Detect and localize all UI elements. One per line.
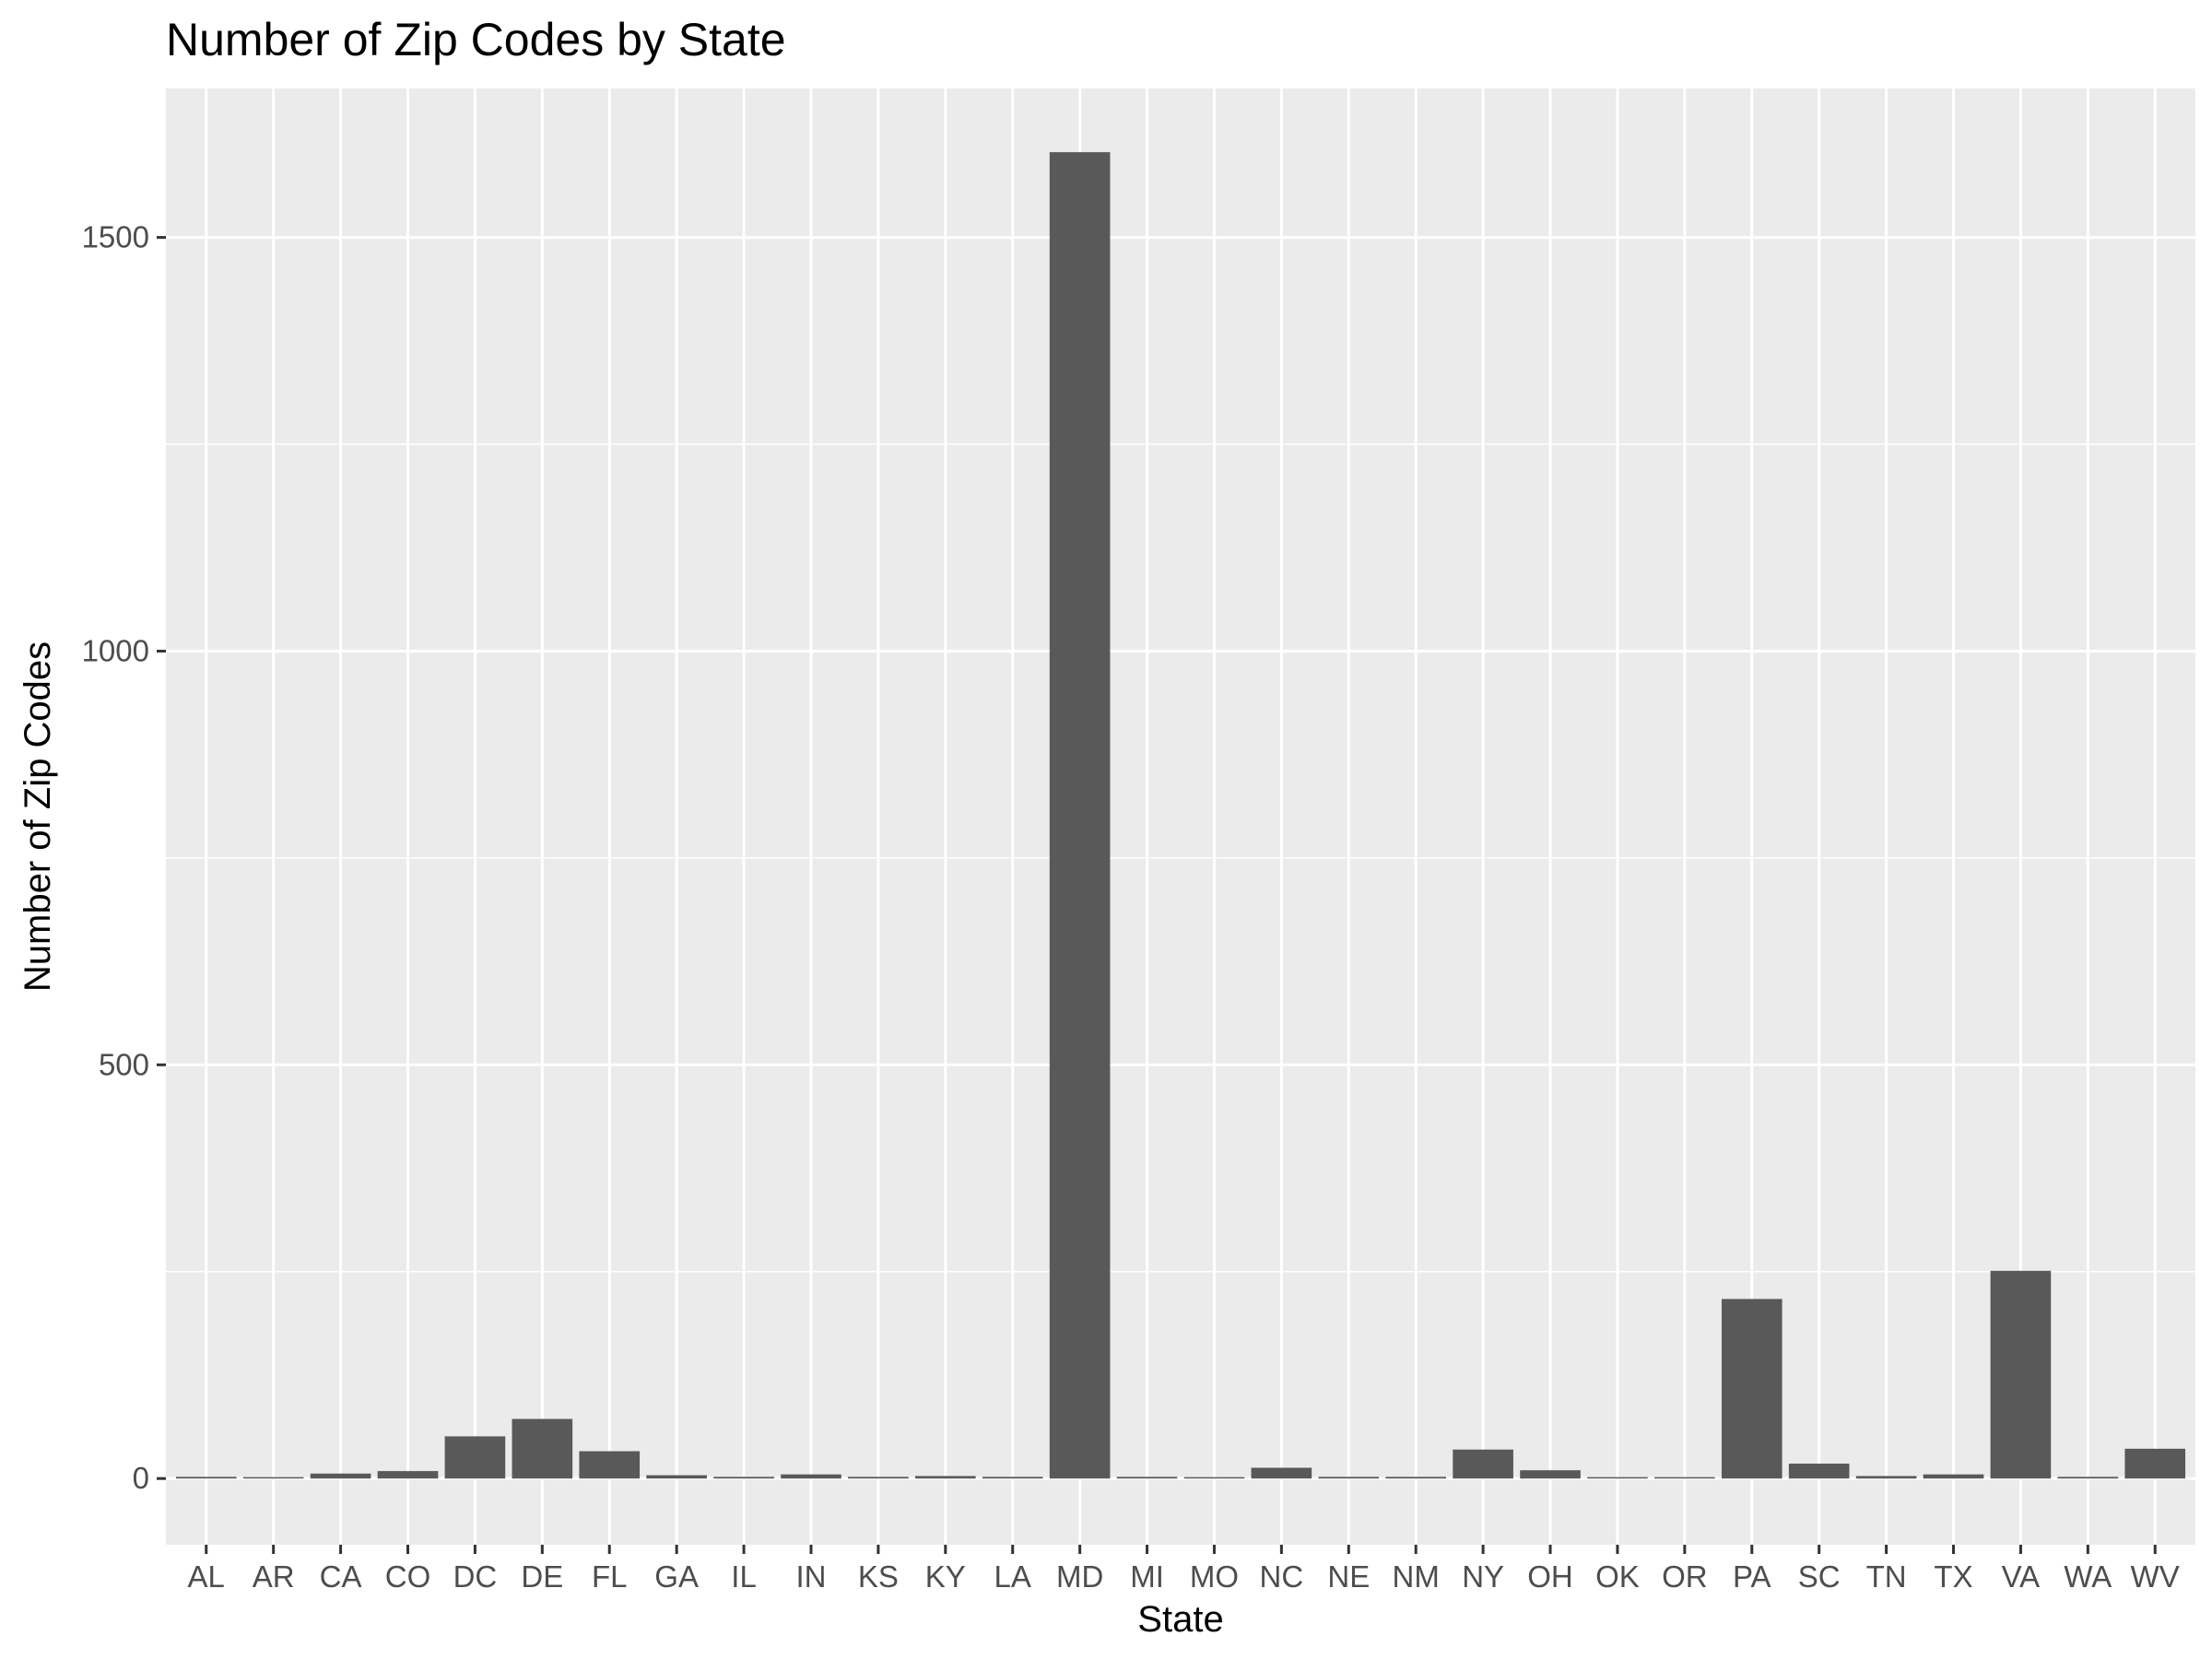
x-tick-label: DE	[521, 1559, 563, 1594]
bar-ks	[848, 1477, 909, 1479]
bar-de	[512, 1418, 573, 1479]
x-tick-label: IN	[795, 1559, 826, 1594]
bar-wa	[2057, 1477, 2119, 1479]
bar-co	[377, 1471, 439, 1479]
x-tick-label: MD	[1056, 1559, 1103, 1594]
x-tick-label: CO	[385, 1559, 431, 1594]
x-tick-label: LA	[994, 1559, 1031, 1594]
x-tick-label: TN	[1866, 1559, 1907, 1594]
bar-mi	[1116, 1477, 1178, 1479]
x-tick-label: SC	[1798, 1559, 1841, 1594]
y-axis-title: Number of Zip Codes	[18, 641, 58, 992]
y-axis: 0 500 1000 1500	[82, 220, 166, 1495]
x-tick-label: AR	[253, 1559, 295, 1594]
bar-la	[982, 1477, 1043, 1479]
x-tick-label: DC	[453, 1559, 498, 1594]
bar-nc	[1251, 1467, 1312, 1479]
chart-title: Number of Zip Codes by State	[166, 14, 786, 65]
minor-gridlines	[166, 443, 2195, 1273]
bar-oh	[1520, 1470, 1581, 1479]
y-tick-label: 1500	[82, 220, 149, 254]
bar-fl	[579, 1451, 641, 1479]
bars	[175, 152, 2186, 1479]
x-tick-label: KS	[858, 1559, 899, 1594]
x-tick-label: NE	[1327, 1559, 1370, 1594]
bar-pa	[1721, 1299, 1783, 1479]
bar-ne	[1318, 1477, 1380, 1479]
y-tick-label: 1000	[82, 633, 149, 667]
x-tick-label: VA	[2002, 1559, 2041, 1594]
x-tick-label: OH	[1527, 1559, 1573, 1594]
x-tick-label: AL	[188, 1559, 225, 1594]
x-tick-label: CA	[320, 1559, 362, 1594]
x-tick-label: KY	[925, 1559, 966, 1594]
bar-or	[1654, 1477, 1715, 1479]
bar-wv	[2124, 1448, 2186, 1479]
bar-ky	[914, 1476, 976, 1479]
x-tick-label: WV	[2131, 1559, 2180, 1594]
x-axis-title: State	[1137, 1599, 1223, 1640]
bar-al	[175, 1477, 237, 1479]
bar-va	[1990, 1270, 2052, 1479]
bar-mo	[1183, 1477, 1245, 1479]
y-tick-label: 0	[133, 1461, 149, 1495]
x-tick-label: NM	[1393, 1559, 1440, 1594]
bar-dc	[444, 1436, 506, 1479]
x-tick-label: NY	[1462, 1559, 1504, 1594]
y-tick-label: 500	[99, 1047, 149, 1081]
x-tick-label: NC	[1260, 1559, 1304, 1594]
x-axis: AL AR CA CO DC DE FL GA IL IN KS KY LA MD MI MO NC NE NM NY…	[188, 1545, 2180, 1594]
x-tick-label: OK	[1595, 1559, 1640, 1594]
x-tick-label: MI	[1130, 1559, 1164, 1594]
bar-ga	[646, 1475, 707, 1479]
plot-panel	[166, 88, 2195, 1545]
x-tick-label: TX	[1934, 1559, 1972, 1594]
x-tick-label: WA	[2064, 1559, 2112, 1594]
bar-il	[713, 1477, 774, 1479]
bar-tx	[1923, 1474, 1984, 1479]
x-tick-label: PA	[1733, 1559, 1771, 1594]
major-gridlines	[166, 88, 2195, 1545]
x-tick-label: IL	[731, 1559, 757, 1594]
x-tick-label: FL	[592, 1559, 628, 1594]
x-tick-label: GA	[654, 1559, 699, 1594]
x-tick-label: MO	[1190, 1559, 1239, 1594]
bar-ca	[310, 1473, 371, 1479]
bar-tn	[1855, 1476, 1917, 1479]
bar-in	[781, 1474, 841, 1479]
bar-nm	[1385, 1477, 1447, 1479]
bar-ok	[1587, 1477, 1648, 1479]
bar-ny	[1453, 1449, 1513, 1479]
x-tick-label: OR	[1662, 1559, 1708, 1594]
bar-sc	[1788, 1464, 1850, 1479]
bar-md	[1049, 152, 1111, 1479]
bar-ar	[242, 1477, 304, 1479]
